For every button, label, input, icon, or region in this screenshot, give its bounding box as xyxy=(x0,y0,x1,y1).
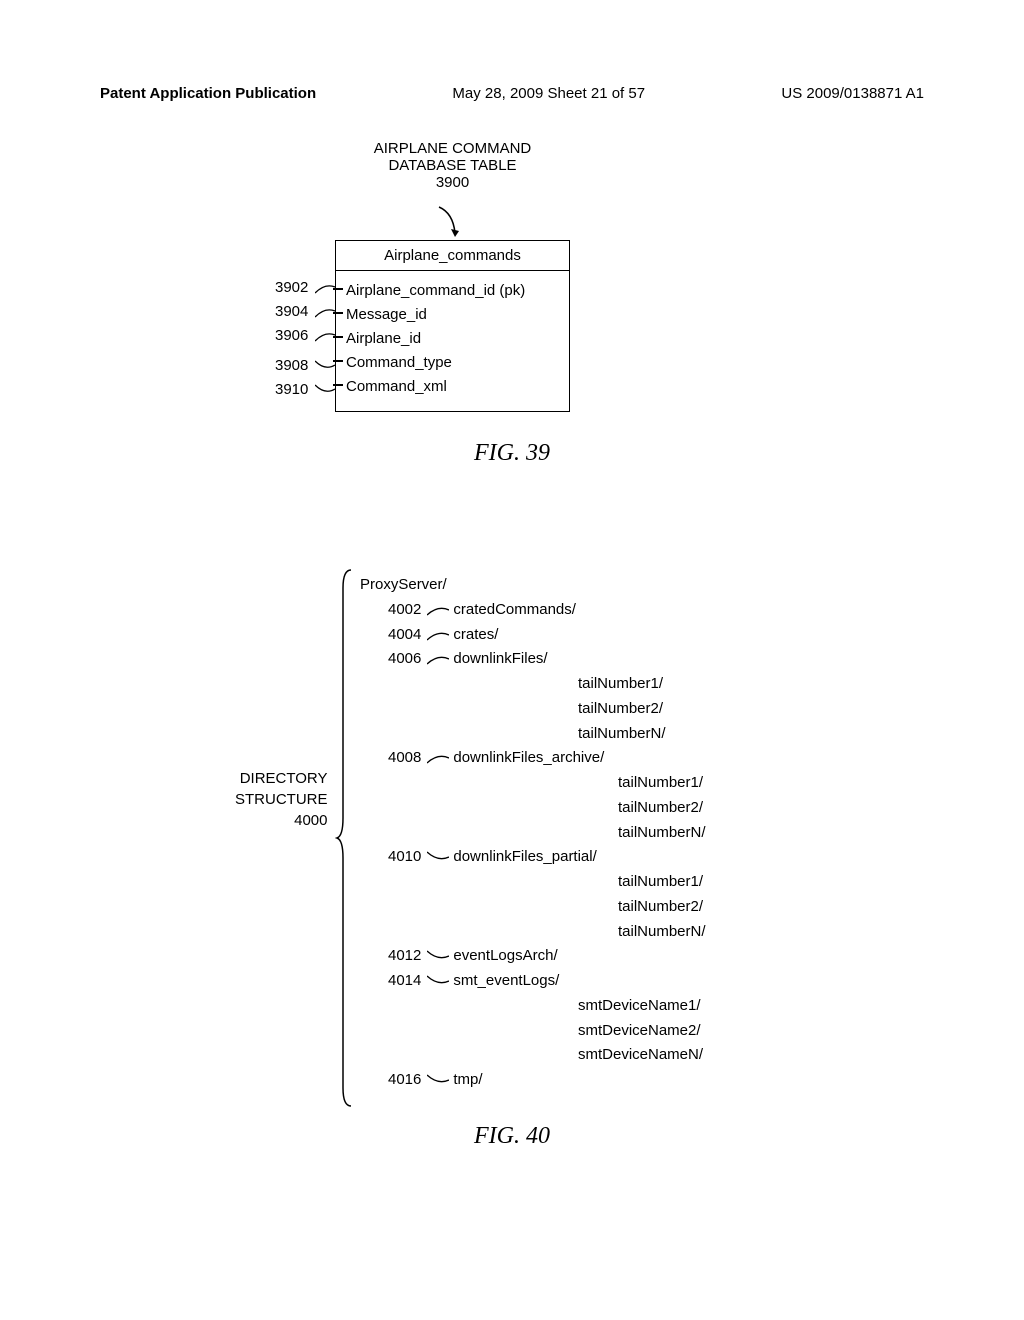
tree-child-item: tailNumber2/ xyxy=(360,697,706,722)
tree-item: 4016 tmp/ xyxy=(360,1068,706,1093)
tree-child-name: tailNumberN/ xyxy=(388,821,706,846)
tree-child-name: smtDeviceName2/ xyxy=(388,1019,701,1044)
db-field-name: Airplane_command_id (pk) xyxy=(346,282,525,299)
reference-number: 4004 xyxy=(388,623,421,648)
tree-child-name: tailNumber2/ xyxy=(388,796,703,821)
header-left: Patent Application Publication xyxy=(100,85,316,102)
db-field: Airplane_id xyxy=(346,327,559,351)
tree-item-name: tmp/ xyxy=(453,1071,482,1088)
tree-child-name: tailNumber1/ xyxy=(388,672,663,697)
tree-item: 4006 downlinkFiles/ xyxy=(360,647,706,672)
tree-child-name: tailNumberN/ xyxy=(388,722,666,747)
reference-number: 3908 xyxy=(275,357,308,374)
ref-curve-icon xyxy=(427,850,449,864)
ref-curve-icon xyxy=(427,949,449,963)
tree-child-item: tailNumberN/ xyxy=(360,722,706,747)
ref-curve-icon xyxy=(315,305,335,319)
reference-number: 4016 xyxy=(388,1068,421,1093)
reference-number: 3910 xyxy=(275,381,308,398)
tree-child-item: tailNumberN/ xyxy=(360,920,706,945)
ref-curve-icon xyxy=(427,1073,449,1087)
fig39-caption: FIG. 39 xyxy=(0,440,1024,467)
tree-child-name: tailNumber1/ xyxy=(388,771,703,796)
tree-item: 4008 downlinkFiles_archive/ xyxy=(360,746,706,771)
header-right: US 2009/0138871 A1 xyxy=(781,85,924,102)
fig39-title-line1: AIRPLANE COMMAND xyxy=(335,140,570,157)
db-table-name: Airplane_commands xyxy=(336,241,569,271)
tree-item-name: downlinkFiles_partial/ xyxy=(453,848,596,865)
tree-child-name: tailNumber2/ xyxy=(388,697,663,722)
reference-number: 4012 xyxy=(388,944,421,969)
dir-label-line2: STRUCTURE xyxy=(235,789,328,810)
reference-number: 3902 xyxy=(275,279,308,296)
fig39-title-ref: 3900 xyxy=(335,174,570,191)
tree-item: 4004 crates/ xyxy=(360,623,706,648)
db-field: Command_xml xyxy=(346,375,559,399)
tree-child-item: tailNumber2/ xyxy=(360,895,706,920)
reference-number: 4008 xyxy=(388,746,421,771)
directory-structure-label: DIRECTORY STRUCTURE 4000 xyxy=(235,768,328,831)
ref-curve-icon xyxy=(315,359,335,373)
page-header: Patent Application Publication May 28, 2… xyxy=(0,85,1024,102)
tree-child-name: smtDeviceName1/ xyxy=(388,994,701,1019)
header-center: May 28, 2009 Sheet 21 of 57 xyxy=(452,85,645,102)
dir-label-ref: 4000 xyxy=(235,810,328,831)
ref-curve-icon xyxy=(427,628,449,642)
reference-number: 4014 xyxy=(388,969,421,994)
curly-brace-icon xyxy=(335,568,355,1108)
tree-item-name: eventLogsArch/ xyxy=(453,947,557,964)
ref-curve-icon xyxy=(315,281,335,295)
ref-curve-icon xyxy=(315,383,335,397)
reference-number: 3906 xyxy=(275,327,308,344)
db-field-name: Command_xml xyxy=(346,378,447,395)
reference-number: 3904 xyxy=(275,303,308,320)
tree-item: 4012 eventLogsArch/ xyxy=(360,944,706,969)
ref-curve-icon xyxy=(315,329,335,343)
fig39-title-line2: DATABASE TABLE xyxy=(335,157,570,174)
tree-item: 4014 smt_eventLogs/ xyxy=(360,969,706,994)
reference-number: 4010 xyxy=(388,845,421,870)
ref-curve-icon xyxy=(427,603,449,617)
tree-item-name: downlinkFiles_archive/ xyxy=(453,749,604,766)
arrow-down-icon xyxy=(435,205,465,240)
fig39-title: AIRPLANE COMMAND DATABASE TABLE 3900 xyxy=(335,140,570,191)
tree-item-name: crates/ xyxy=(453,626,498,643)
tree-child-item: tailNumber1/ xyxy=(360,672,706,697)
ref-curve-icon xyxy=(427,974,449,988)
tree-child-name: tailNumber2/ xyxy=(388,895,703,920)
tree-child-item: smtDeviceName2/ xyxy=(360,1019,706,1044)
tree-item-name: downlinkFiles/ xyxy=(453,650,547,667)
tree-root: ProxyServer/ xyxy=(360,573,706,598)
fig40-caption: FIG. 40 xyxy=(0,1123,1024,1150)
tree-child-item: tailNumber2/ xyxy=(360,796,706,821)
db-table-box: Airplane_commands Airplane_command_id (p… xyxy=(335,240,570,412)
tree-child-item: tailNumber1/ xyxy=(360,771,706,796)
tree-item: 4002 cratedCommands/ xyxy=(360,598,706,623)
tree-item: 4010 downlinkFiles_partial/ xyxy=(360,845,706,870)
tree-item-name: smt_eventLogs/ xyxy=(453,972,559,989)
db-field: Airplane_command_id (pk) xyxy=(346,279,559,303)
dir-label-line1: DIRECTORY xyxy=(235,768,328,789)
ref-curve-icon xyxy=(427,751,449,765)
db-table-fields: Airplane_command_id (pk) Message_id Airpla… xyxy=(336,271,569,411)
tree-child-name: tailNumberN/ xyxy=(388,920,706,945)
db-field-name: Airplane_id xyxy=(346,330,421,347)
reference-number: 4002 xyxy=(388,598,421,623)
tree-child-item: smtDeviceNameN/ xyxy=(360,1043,706,1068)
tree-child-item: tailNumberN/ xyxy=(360,821,706,846)
tree-item-name: cratedCommands/ xyxy=(453,601,576,618)
tree-child-item: tailNumber1/ xyxy=(360,870,706,895)
ref-curve-icon xyxy=(427,652,449,666)
tree-child-name: smtDeviceNameN/ xyxy=(388,1043,703,1068)
db-field: Message_id xyxy=(346,303,559,327)
db-field-name: Message_id xyxy=(346,306,427,323)
db-field: Command_type xyxy=(346,351,559,375)
reference-number: 4006 xyxy=(388,647,421,672)
db-field-name: Command_type xyxy=(346,354,452,371)
tree-child-name: tailNumber1/ xyxy=(388,870,703,895)
tree-child-item: smtDeviceName1/ xyxy=(360,994,706,1019)
directory-tree: ProxyServer/ 4002 cratedCommands/4004 crat… xyxy=(360,573,706,1093)
